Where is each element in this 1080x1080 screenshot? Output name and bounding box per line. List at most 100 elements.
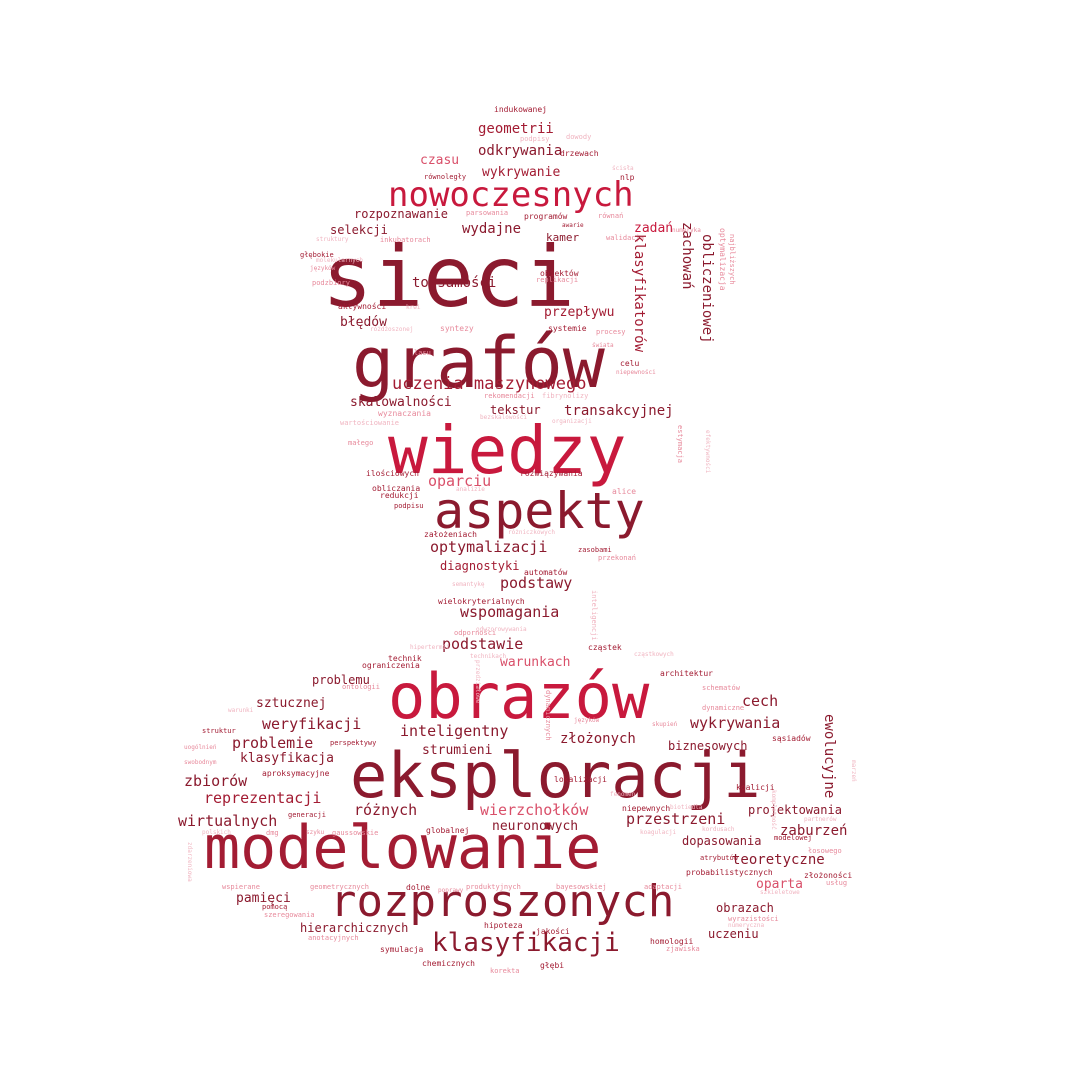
cloud-word: niepewnych bbox=[622, 804, 671, 813]
cloud-word: sztucznej bbox=[256, 696, 327, 711]
cloud-word: atrybutów bbox=[700, 854, 738, 862]
cloud-word: podpisy bbox=[520, 135, 550, 143]
cloud-word: geometrycznych bbox=[310, 883, 370, 891]
cloud-word: perspektywy bbox=[330, 739, 377, 747]
cloud-word: modelowej bbox=[774, 834, 812, 842]
cloud-word: koalicji bbox=[736, 783, 775, 792]
cloud-word: hipoteza bbox=[484, 921, 523, 930]
cloud-word: złożoności bbox=[804, 871, 853, 880]
cloud-word: wspomagania bbox=[460, 603, 560, 621]
cloud-word: przestrzeni bbox=[626, 810, 726, 828]
cloud-word: przepływu bbox=[544, 305, 615, 320]
cloud-word: projektowania bbox=[748, 803, 842, 817]
cloud-word: wykrywania bbox=[690, 714, 781, 732]
cloud-word: rekomendacji bbox=[484, 392, 535, 400]
cloud-word: aproksymacyjne bbox=[262, 769, 330, 778]
cloud-word: różnych bbox=[354, 801, 418, 819]
cloud-word: obiektów bbox=[540, 269, 579, 278]
cloud-word: inteligentny bbox=[400, 722, 509, 740]
cloud-word: optymalizacji bbox=[430, 538, 548, 556]
cloud-word: uogólnień bbox=[184, 744, 217, 751]
cloud-word: replikacji bbox=[536, 276, 579, 284]
cloud-word: hipertermii bbox=[410, 644, 450, 651]
cloud-word: lokalizacji bbox=[554, 775, 607, 784]
cloud-word: rozproszonych bbox=[330, 876, 675, 927]
cloud-word: klasyfikatorów bbox=[631, 234, 647, 353]
cloud-word: warunki bbox=[228, 707, 254, 714]
cloud-word: partnerów bbox=[804, 816, 837, 823]
cloud-word: różniczkowych bbox=[508, 529, 555, 536]
cloud-word: architektur bbox=[660, 669, 713, 678]
cloud-word: efektywności bbox=[704, 430, 711, 474]
cloud-word: reprezentacji bbox=[204, 789, 322, 807]
cloud-word: skupień bbox=[652, 721, 678, 728]
cloud-word: oparta bbox=[756, 877, 803, 892]
cloud-word: cech bbox=[742, 692, 779, 710]
cloud-word: założeniach bbox=[424, 530, 477, 539]
cloud-word: biotiedla bbox=[670, 804, 703, 811]
cloud-word: modelowanie bbox=[204, 813, 602, 883]
cloud-word: obliczeniowej bbox=[699, 234, 715, 344]
cloud-word: koagulacji bbox=[640, 829, 677, 836]
cloud-word: technikach bbox=[470, 653, 507, 660]
cloud-word: semantykę bbox=[452, 581, 485, 588]
cloud-word: teoretyczne bbox=[732, 852, 825, 868]
cloud-word: biznesowych bbox=[668, 739, 748, 753]
cloud-word: pamięci bbox=[236, 891, 291, 906]
cloud-word: homologii bbox=[650, 937, 694, 946]
cloud-word: indukowanej bbox=[494, 105, 547, 114]
cloud-word: sieci bbox=[322, 228, 575, 326]
cloud-word: cząstek bbox=[588, 643, 622, 652]
cloud-word: rozpoznawanie bbox=[354, 207, 448, 221]
cloud-word: programów bbox=[524, 212, 568, 221]
cloud-word: walidacja bbox=[606, 234, 644, 242]
cloud-word: usług bbox=[826, 879, 848, 887]
cloud-word: przekonań bbox=[598, 554, 636, 562]
cloud-word: skalowalności bbox=[350, 395, 452, 410]
cloud-word: cząstkowych bbox=[634, 651, 674, 658]
cloud-word: procesy bbox=[596, 328, 626, 336]
cloud-word: bayesowskiej bbox=[556, 883, 607, 891]
cloud-word: wielokryterialnych bbox=[438, 597, 525, 606]
cloud-word: najbliższych bbox=[728, 234, 736, 285]
cloud-word: dmg bbox=[266, 829, 279, 837]
cloud-word: wiedzy bbox=[388, 412, 627, 489]
cloud-word: fenomen bbox=[610, 791, 636, 798]
cloud-word: obrazów bbox=[388, 660, 650, 733]
cloud-word: diagnostyki bbox=[440, 559, 520, 573]
cloud-word: struktur bbox=[202, 727, 236, 735]
cloud-word: wydajne bbox=[462, 221, 522, 237]
cloud-word: numeryka bbox=[672, 227, 701, 234]
cloud-word: systemie bbox=[548, 324, 587, 333]
cloud-word: lasu bbox=[414, 349, 431, 357]
cloud-word: problemu bbox=[312, 673, 370, 687]
cloud-word: tożsamości bbox=[412, 275, 497, 291]
cloud-word: drzewach bbox=[560, 149, 599, 158]
cloud-word: szeregowania bbox=[264, 911, 315, 919]
cloud-word: anotacyjnych bbox=[308, 934, 359, 942]
cloud-word: podpisu bbox=[394, 502, 424, 510]
cloud-word: języków bbox=[310, 265, 336, 272]
cloud-word: obrazach bbox=[716, 901, 774, 915]
cloud-word: nlp bbox=[620, 173, 635, 182]
cloud-word: ontologii bbox=[342, 683, 380, 691]
cloud-word: globalnej bbox=[426, 826, 470, 835]
cloud-word: produktyjnych bbox=[466, 883, 521, 891]
cloud-word: zbiorów bbox=[184, 772, 248, 790]
cloud-word: schematów bbox=[702, 684, 740, 692]
cloud-word: warunkach bbox=[500, 655, 571, 670]
cloud-word: uczeniu bbox=[708, 927, 759, 941]
cloud-word: korekta bbox=[490, 967, 520, 975]
cloud-word: zdarzeniowa bbox=[186, 842, 193, 882]
cloud-word: aspekty bbox=[434, 482, 645, 540]
cloud-word: neuronowych bbox=[492, 819, 579, 834]
cloud-word: wierzchołków bbox=[480, 801, 589, 819]
cloud-word: strumieni bbox=[422, 743, 493, 758]
cloud-word: poprawy bbox=[438, 887, 464, 894]
cloud-word: alice bbox=[612, 487, 637, 496]
cloud-word: złożonych bbox=[560, 731, 636, 747]
cloud-word: małego bbox=[348, 439, 374, 447]
cloud-word: klasyfikacja bbox=[240, 751, 334, 766]
cloud-word: gaussowskie bbox=[332, 829, 379, 837]
cloud-word: kordusach bbox=[702, 826, 735, 833]
